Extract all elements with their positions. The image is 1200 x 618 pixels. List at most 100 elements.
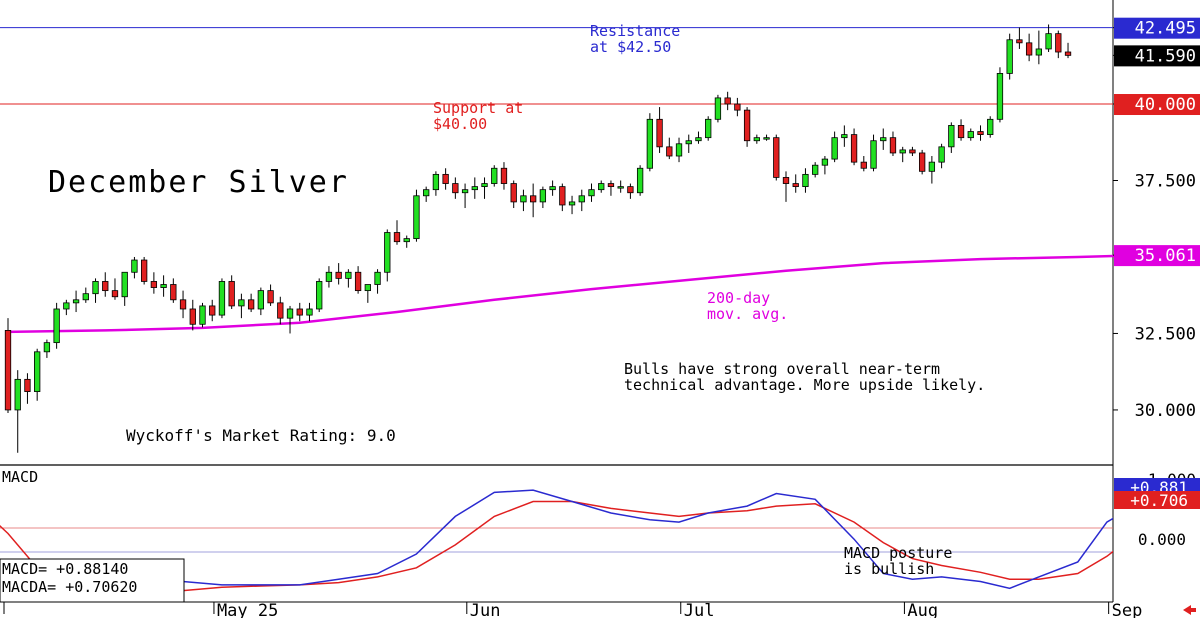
candle-85 bbox=[831, 131, 838, 163]
macd-readout-0: MACD= +0.88140 bbox=[2, 560, 128, 578]
candle-53 bbox=[520, 189, 527, 212]
candle-80 bbox=[782, 171, 790, 202]
candle-103 bbox=[1006, 33, 1013, 80]
candle-body bbox=[734, 103, 741, 111]
candle-body bbox=[277, 302, 284, 319]
candle-24 bbox=[238, 293, 245, 319]
candle-9 bbox=[92, 278, 99, 303]
candle-body bbox=[452, 183, 459, 194]
candle-52 bbox=[510, 180, 517, 209]
candle-body bbox=[384, 232, 391, 273]
candle-body bbox=[598, 183, 605, 191]
candle-107 bbox=[1045, 24, 1052, 53]
candle-84 bbox=[821, 156, 829, 175]
candle-body bbox=[63, 302, 70, 310]
candle-95 bbox=[928, 156, 936, 184]
candle-body bbox=[666, 146, 673, 157]
macd-label: MACD bbox=[2, 468, 38, 486]
candle-91 bbox=[889, 131, 897, 157]
candle-body bbox=[1055, 33, 1062, 53]
candle-body bbox=[14, 378, 21, 411]
candle-46 bbox=[452, 177, 459, 199]
candle-93 bbox=[909, 146, 916, 157]
candle-body bbox=[792, 183, 799, 188]
candle-99 bbox=[967, 128, 974, 141]
candle-body bbox=[675, 143, 683, 157]
x-label-May 25: May 25 bbox=[217, 601, 278, 618]
candle-body bbox=[919, 152, 926, 172]
candle-body bbox=[588, 189, 595, 197]
candle-body bbox=[131, 259, 138, 273]
candle-89 bbox=[870, 134, 877, 172]
candle-body bbox=[267, 290, 274, 304]
candle-86 bbox=[841, 125, 848, 147]
candle-40 bbox=[393, 220, 401, 245]
candle-0 bbox=[4, 318, 12, 413]
candle-21 bbox=[209, 299, 216, 322]
candle-38 bbox=[374, 269, 381, 294]
candle-body bbox=[987, 118, 994, 136]
candle-body bbox=[578, 195, 585, 203]
candle-body bbox=[364, 284, 371, 292]
annotation-macd-note-1: is bullish bbox=[844, 560, 934, 578]
candle-body bbox=[695, 137, 702, 142]
candle-7 bbox=[72, 290, 80, 313]
candle-body bbox=[889, 137, 897, 154]
candle-43 bbox=[423, 186, 430, 202]
candle-6 bbox=[63, 299, 70, 316]
candle-29 bbox=[286, 305, 294, 334]
candle-body bbox=[179, 299, 187, 310]
x-label-Jun: Jun bbox=[470, 601, 501, 618]
price-badge-35.061: 35.061 bbox=[1135, 246, 1196, 266]
candle-88 bbox=[860, 156, 867, 172]
candle-body bbox=[568, 201, 576, 206]
candle-body bbox=[831, 137, 838, 160]
candle-body bbox=[111, 290, 119, 298]
candle-body bbox=[928, 161, 936, 172]
candle-78 bbox=[763, 134, 770, 141]
candle-58 bbox=[568, 195, 576, 215]
price-badge-bg-41.590 bbox=[1114, 45, 1200, 67]
candle-body bbox=[150, 281, 158, 288]
candle-body bbox=[160, 284, 167, 288]
candle-body bbox=[860, 161, 867, 169]
background bbox=[0, 0, 1114, 603]
candle-body bbox=[821, 158, 829, 166]
candle-body bbox=[559, 186, 566, 206]
candle-body bbox=[286, 308, 294, 319]
candle-body bbox=[773, 137, 780, 178]
candle-4 bbox=[43, 339, 51, 358]
macd-badge-bg-1 bbox=[1114, 491, 1200, 509]
candle-body bbox=[510, 183, 517, 203]
candle-8 bbox=[82, 287, 89, 303]
candle-47 bbox=[461, 183, 469, 209]
candle-body bbox=[1045, 33, 1052, 50]
candle-body bbox=[870, 140, 877, 169]
candle-36 bbox=[354, 266, 362, 294]
candle-body bbox=[121, 271, 128, 298]
candle-41 bbox=[403, 235, 410, 248]
candle-28 bbox=[277, 296, 284, 325]
candle-100 bbox=[977, 125, 984, 141]
scroll-arrow-tail bbox=[1190, 608, 1196, 612]
candle-109 bbox=[1064, 42, 1072, 59]
candle-body bbox=[617, 186, 624, 189]
candle-body bbox=[1006, 39, 1013, 74]
macd-readout-box bbox=[0, 558, 185, 603]
candle-96 bbox=[938, 143, 945, 169]
macd-badge-1: +0.706 bbox=[1130, 491, 1188, 510]
candle-body bbox=[218, 281, 226, 316]
candle-54 bbox=[530, 183, 537, 218]
candle-79 bbox=[773, 134, 780, 181]
candle-body bbox=[802, 173, 809, 188]
candle-61 bbox=[598, 180, 605, 193]
candle-49 bbox=[481, 177, 488, 199]
candle-3 bbox=[34, 348, 41, 401]
candle-11 bbox=[111, 278, 119, 300]
candle-body bbox=[53, 308, 60, 344]
moving-average bbox=[7, 253, 1146, 334]
annotation-macd-note-0: MACD posture bbox=[844, 544, 952, 562]
candle-body bbox=[491, 167, 498, 184]
candle-72 bbox=[705, 116, 712, 141]
candle-body bbox=[530, 195, 537, 203]
